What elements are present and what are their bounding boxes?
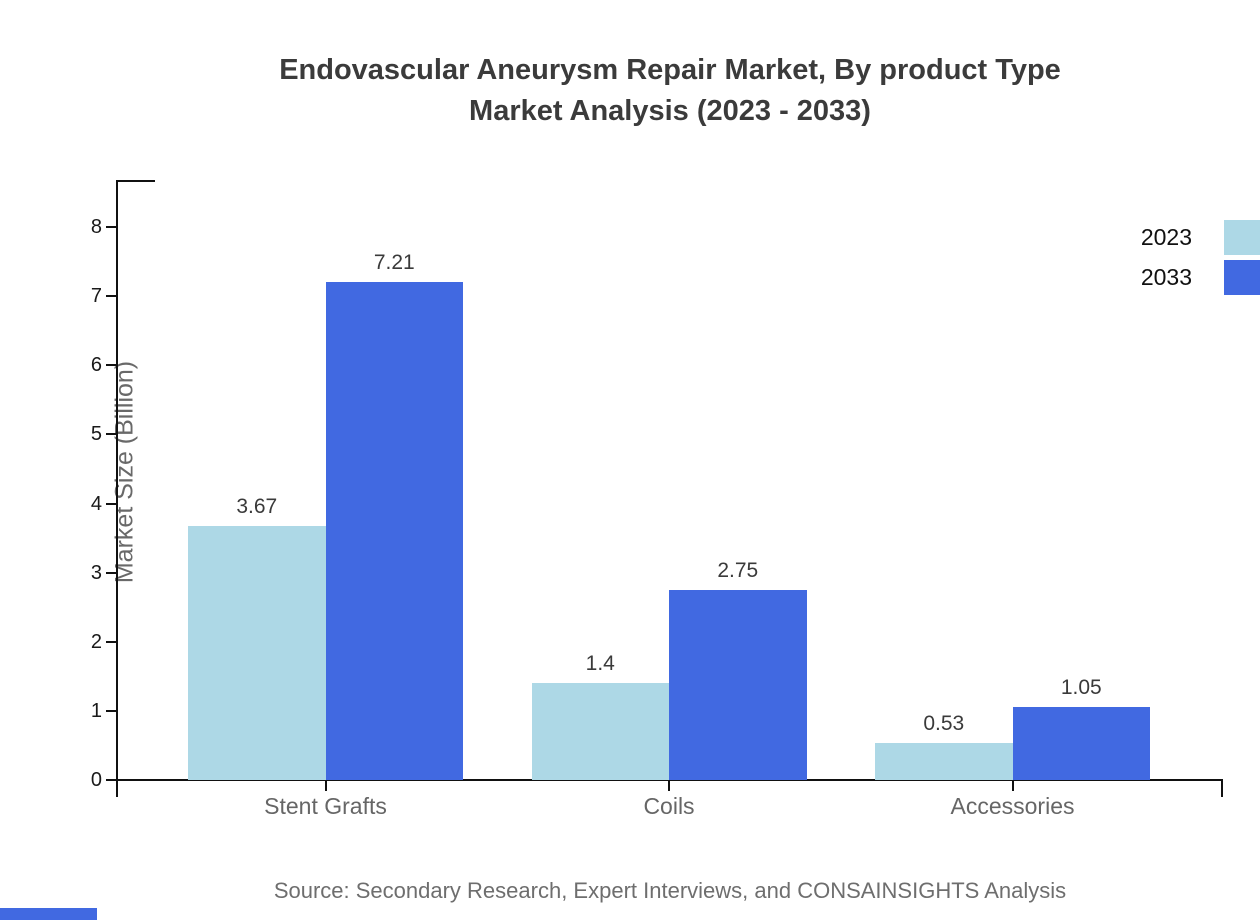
x-tick-mark (324, 780, 327, 791)
bar-value-label-2023-accessories: 0.53 (923, 712, 965, 736)
bar-2023-accessories (875, 743, 1013, 780)
y-tick-label: 0 (90, 769, 102, 791)
y-tick-label: 4 (90, 492, 102, 515)
x-axis-end-cap (1221, 779, 1223, 797)
y-tick-mark (106, 226, 116, 228)
y-tick-mark (106, 779, 116, 781)
y-tick-mark (106, 295, 116, 298)
x-tick-mark (668, 780, 670, 791)
x-category-label: Coils (643, 793, 695, 819)
y-tick-mark (106, 640, 116, 643)
chart-title-line1: Endovascular Aneurysm Repair Market, By … (279, 54, 1061, 86)
bar-value-label-2033-accessories: 1.05 (1060, 676, 1102, 700)
source-note: Source: Secondary Research, Expert Inter… (273, 878, 1067, 903)
chart-title: Endovascular Aneurysm Repair Market, By … (80, 50, 1260, 132)
bar-value-label-2023-stent-grafts: 3.67 (236, 495, 278, 519)
y-tick-label: 7 (90, 285, 102, 308)
legend-swatch-2023 (1224, 220, 1260, 255)
bar-value-label-2033-coils: 2.75 (717, 558, 759, 582)
x-category-label: Accessories (950, 793, 1075, 819)
y-tick-label: 1 (90, 699, 102, 722)
x-tick-mark (1011, 780, 1014, 791)
y-tick-label: 5 (90, 423, 102, 446)
y-tick-mark (106, 433, 116, 436)
footer-accent-bar (0, 908, 97, 920)
y-tick-mark (106, 571, 116, 574)
bar-2023-stent-grafts (188, 526, 326, 780)
legend-label-2033: 2033 (1140, 264, 1192, 290)
bar-2033-accessories (1012, 707, 1150, 780)
bar-value-label-2023-coils: 1.4 (585, 652, 615, 676)
bar-2033-coils (669, 589, 807, 780)
legend-swatch-2033 (1224, 260, 1260, 295)
y-tick-mark (106, 364, 116, 367)
y-tick-label: 6 (90, 354, 102, 377)
y-tick-label: 8 (90, 216, 102, 238)
legend-item-2023: 2023 (1141, 220, 1260, 255)
y-tick-mark (106, 502, 116, 505)
legend-item-2033: 2033 (1141, 260, 1260, 295)
legend: 2023 2033 (1141, 220, 1260, 300)
x-axis-line (110, 779, 1223, 781)
y-tick-label: 2 (90, 630, 102, 653)
bar-2033-stent-grafts (325, 281, 463, 780)
bar-value-label-2033-stent-grafts: 7.21 (373, 250, 415, 274)
y-axis-line (116, 180, 118, 797)
y-tick-mark (106, 709, 116, 712)
legend-label-2023: 2023 (1140, 224, 1192, 250)
bar-2023-coils (531, 683, 669, 780)
x-category-label: Stent Grafts (264, 793, 387, 819)
chart-title-line2: Market Analysis (2023 - 2033) (469, 95, 871, 127)
y-tick-label: 3 (90, 561, 102, 584)
y-axis-end-cap (117, 180, 155, 182)
